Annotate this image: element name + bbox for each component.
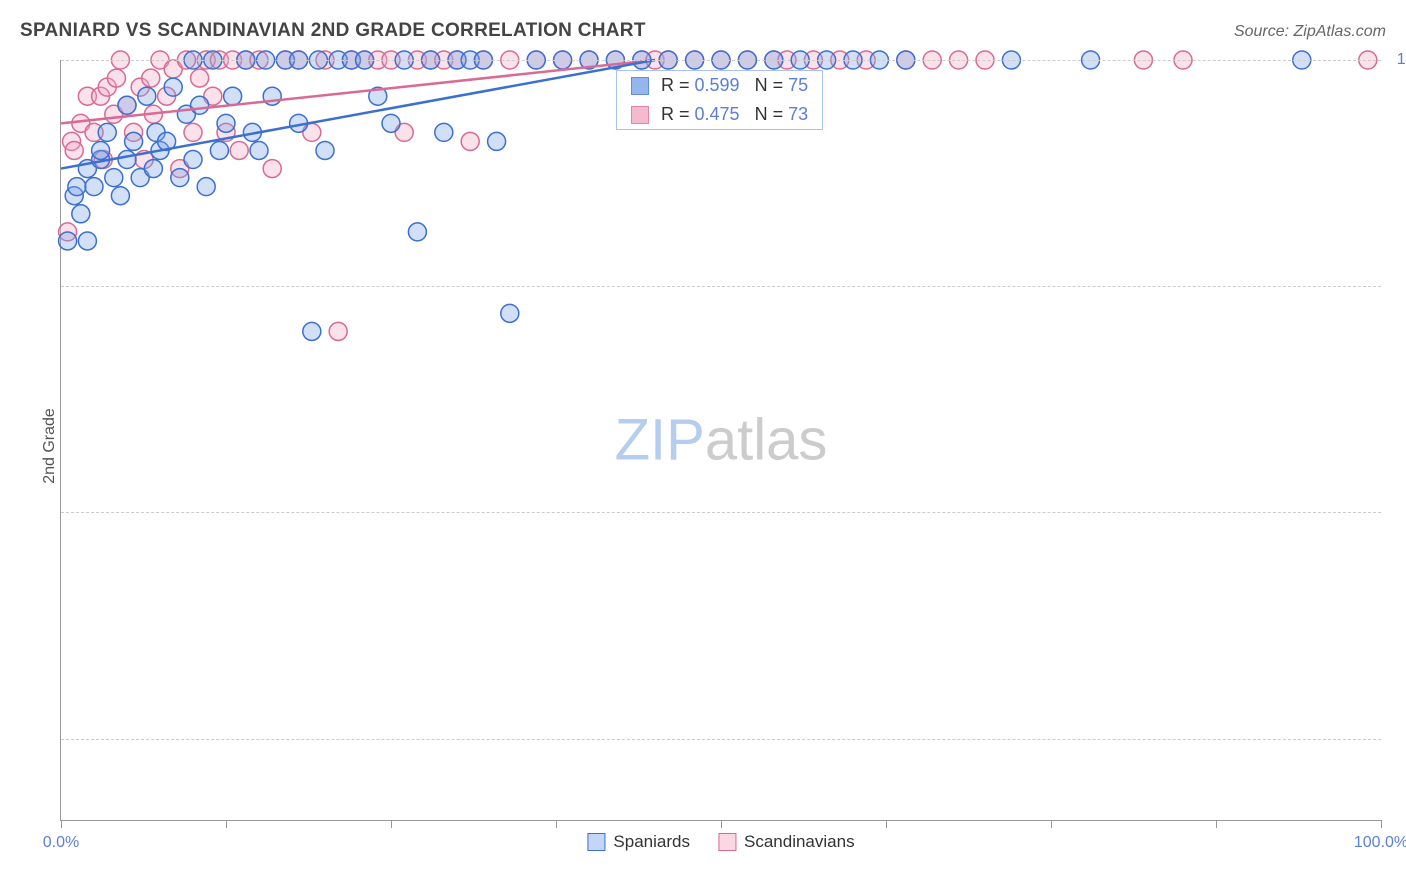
- scatter-point: [144, 160, 162, 178]
- scatter-point: [210, 141, 228, 159]
- scatter-point: [125, 132, 143, 150]
- scatter-point: [98, 123, 116, 141]
- legend-swatch-icon: [631, 77, 649, 95]
- stats-text: R = 0.475 N = 73: [661, 104, 808, 125]
- scatter-point: [230, 141, 248, 159]
- legend-item: Scandinavians: [718, 832, 855, 852]
- scatter-point: [501, 304, 519, 322]
- scatter-point: [142, 69, 160, 87]
- x-tick: [391, 820, 392, 828]
- x-tick: [226, 820, 227, 828]
- y-tick-label: 100.0%: [1386, 51, 1406, 69]
- x-tick: [721, 820, 722, 828]
- gridline: [61, 739, 1381, 740]
- legend-swatch-icon: [587, 833, 605, 851]
- scatter-point: [72, 205, 90, 223]
- scatter-point: [408, 223, 426, 241]
- scatter-point: [171, 169, 189, 187]
- chart-container: SPANIARD VS SCANDINAVIAN 2ND GRADE CORRE…: [0, 0, 1406, 892]
- plot-svg: [61, 60, 1381, 820]
- legend-item: Spaniards: [587, 832, 690, 852]
- scatter-point: [197, 178, 215, 196]
- stats-box: R = 0.599 N = 75 R = 0.475 N = 73: [616, 70, 823, 130]
- gridline: [61, 60, 1381, 61]
- scatter-point: [191, 96, 209, 114]
- scatter-point: [118, 151, 136, 169]
- scatter-point: [118, 96, 136, 114]
- scatter-point: [184, 123, 202, 141]
- scatter-point: [382, 114, 400, 132]
- stats-row: R = 0.599 N = 75: [617, 71, 822, 100]
- scatter-point: [105, 169, 123, 187]
- scatter-point: [68, 178, 86, 196]
- legend-label: Scandinavians: [744, 832, 855, 852]
- scatter-point: [217, 114, 235, 132]
- gridline: [61, 512, 1381, 513]
- x-tick: [1216, 820, 1217, 828]
- x-tick: [61, 820, 62, 828]
- scatter-point: [107, 69, 125, 87]
- scatter-point: [329, 322, 347, 340]
- scatter-point: [111, 187, 129, 205]
- legend-bottom: Spaniards Scandinavians: [587, 832, 854, 852]
- scatter-point: [303, 322, 321, 340]
- x-tick: [886, 820, 887, 828]
- scatter-point: [191, 69, 209, 87]
- legend-label: Spaniards: [613, 832, 690, 852]
- scatter-point: [224, 87, 242, 105]
- scatter-point: [316, 141, 334, 159]
- x-tick: [556, 820, 557, 828]
- scatter-point: [85, 178, 103, 196]
- gridline: [61, 286, 1381, 287]
- y-tick-label: 97.5%: [1386, 277, 1406, 295]
- scatter-point: [250, 141, 268, 159]
- scatter-point: [78, 232, 96, 250]
- scatter-point: [59, 232, 77, 250]
- scatter-point: [138, 87, 156, 105]
- scatter-point: [461, 132, 479, 150]
- x-tick-label: 100.0%: [1354, 834, 1406, 852]
- scatter-point: [164, 78, 182, 96]
- x-tick: [1051, 820, 1052, 828]
- stats-text: R = 0.599 N = 75: [661, 75, 808, 96]
- scatter-point: [184, 151, 202, 169]
- scatter-point: [263, 160, 281, 178]
- title-row: SPANIARD VS SCANDINAVIAN 2ND GRADE CORRE…: [20, 20, 1386, 42]
- source-label: Source: ZipAtlas.com: [1234, 23, 1386, 41]
- legend-swatch-icon: [718, 833, 736, 851]
- x-tick: [1381, 820, 1382, 828]
- y-tick-label: 92.5%: [1386, 730, 1406, 748]
- y-axis-label: 2nd Grade: [41, 408, 59, 484]
- scatter-point: [65, 141, 83, 159]
- x-tick-label: 0.0%: [43, 834, 79, 852]
- scatter-point: [435, 123, 453, 141]
- plot-area: ZIPatlas R = 0.599 N = 75R = 0.475 N = 7…: [60, 60, 1381, 821]
- y-tick-label: 95.0%: [1386, 503, 1406, 521]
- chart-title: SPANIARD VS SCANDINAVIAN 2ND GRADE CORRE…: [20, 20, 646, 42]
- scatter-point: [488, 132, 506, 150]
- scatter-point: [92, 141, 110, 159]
- legend-swatch-icon: [631, 106, 649, 124]
- stats-row: R = 0.475 N = 73: [617, 100, 822, 129]
